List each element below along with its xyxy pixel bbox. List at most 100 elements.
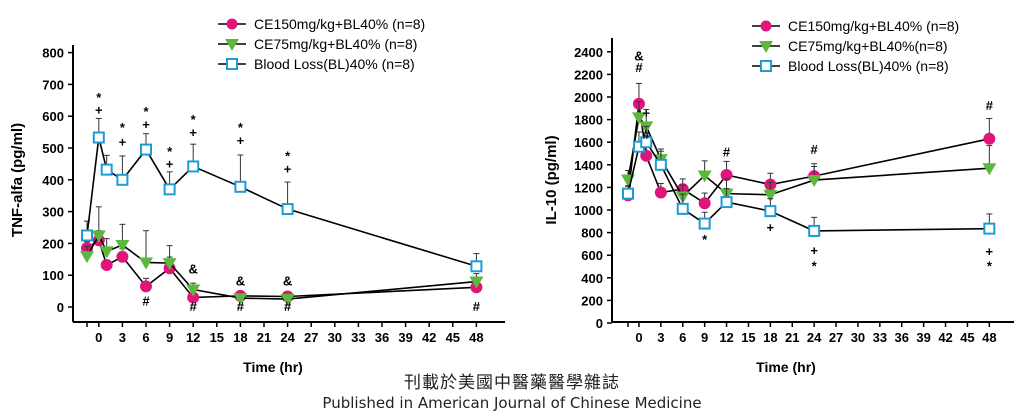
data-point-square — [622, 187, 634, 200]
data-point-circle — [140, 280, 152, 293]
x-tick-label: 18 — [233, 330, 247, 345]
series-1 — [622, 82, 996, 210]
data-point-triangle — [807, 175, 822, 188]
x-tick-label: 39 — [916, 330, 930, 345]
data-point-circle — [698, 197, 711, 210]
data-point-square — [640, 136, 653, 149]
data-point-square — [764, 205, 777, 218]
data-point-square — [720, 196, 733, 209]
data-point-triangle — [763, 189, 778, 202]
data-point-square — [470, 260, 483, 273]
x-tick-label: 48 — [982, 330, 996, 345]
significance-mark: * — [167, 144, 173, 159]
y-tick-label: 1400 — [574, 158, 603, 173]
significance-mark: * — [702, 232, 708, 247]
legend: CE150mg/kg+BL40% (n=8) CE75mg/kg+BL40% (n… — [218, 16, 425, 72]
y-tick-label: 0 — [57, 300, 64, 315]
data-point-square — [187, 160, 200, 173]
x-tick-label: 24 — [807, 330, 822, 345]
y-tick-label: 2200 — [574, 67, 603, 82]
significance-mark: # — [284, 299, 292, 314]
x-tick-label: 9 — [166, 330, 173, 345]
significance-mark: + — [166, 157, 174, 172]
x-tick-label: 45 — [446, 330, 460, 345]
data-point-circle — [654, 186, 667, 199]
y-tick-label: 2000 — [574, 90, 603, 105]
data-point-triangle — [115, 239, 130, 252]
data-point-triangle — [233, 293, 248, 306]
significance-mark: # — [986, 98, 994, 113]
data-point-triangle — [91, 230, 106, 243]
legend-marker-circle — [226, 18, 238, 30]
data-point-circle — [640, 149, 653, 162]
x-tick-label: 3 — [119, 330, 126, 345]
significance-mark: * — [285, 149, 291, 164]
series-1 — [81, 230, 483, 304]
x-tick-label: 9 — [701, 330, 708, 345]
significance-mark: * — [143, 104, 149, 119]
y-tick-label: 200 — [42, 236, 64, 251]
chart-panel-1: 0 3 6 9 12 15 18 21 24 27 30 33 36 39 42 45 480100200300… — [9, 16, 505, 375]
significance-mark: + — [284, 161, 292, 176]
data-point-circle — [116, 250, 129, 263]
significance-mark: & — [283, 273, 292, 288]
y-tick-label: 1200 — [574, 180, 603, 195]
significance-mark: + — [189, 125, 197, 140]
significance-mark: # — [635, 60, 643, 75]
legend-marker-triangle — [759, 41, 773, 53]
data-point-triangle — [162, 258, 177, 271]
y-tick-label: 800 — [581, 226, 603, 241]
legend-marker-square — [226, 58, 238, 70]
significance-mark: * — [238, 120, 244, 135]
legend-label: CE75mg/kg+BL40%(n=8) — [788, 38, 948, 54]
chart-panel-2: 0 3 6 9 12 15 18 21 24 27 30 33 36 39 42 45 480200400600… — [543, 18, 1014, 375]
x-tick-label: 30 — [851, 330, 865, 345]
data-point-circle — [100, 259, 113, 272]
x-axis-title: Time (hr) — [756, 359, 816, 375]
caption-english: Published in American Journal of Chinese… — [322, 394, 702, 412]
legend-label: CE150mg/kg+BL40% (n=8) — [254, 16, 425, 32]
series-2 — [80, 206, 484, 307]
x-tick-label: 33 — [873, 330, 887, 345]
significance-mark: * — [812, 258, 818, 273]
significance-mark: * — [191, 112, 197, 127]
significance-mark: # — [473, 299, 481, 314]
data-point-triangle — [80, 251, 94, 264]
significance-mark: + — [767, 220, 775, 235]
series-3 — [81, 117, 483, 273]
x-tick-label: 18 — [763, 330, 777, 345]
data-point-triangle — [621, 174, 635, 187]
significance-mark: # — [811, 142, 819, 157]
x-tick-label: 48 — [469, 330, 483, 345]
significance-mark: # — [723, 144, 731, 159]
data-point-triangle — [186, 284, 201, 297]
y-tick-label: 200 — [581, 293, 603, 308]
y-tick-label: 100 — [42, 268, 64, 283]
data-point-square — [92, 131, 105, 144]
series-3 — [622, 125, 996, 237]
x-tick-label: 45 — [960, 330, 974, 345]
data-point-triangle — [139, 257, 153, 270]
x-tick-label: 27 — [304, 330, 318, 345]
y-tick-label: 600 — [581, 248, 603, 263]
data-point-triangle — [280, 294, 295, 307]
data-point-square — [116, 173, 129, 186]
data-point-square — [100, 163, 113, 176]
y-tick-label: 1800 — [574, 113, 603, 128]
y-tick-label: 700 — [42, 77, 64, 92]
significance-mark: * — [120, 120, 126, 135]
legend-marker-triangle — [225, 39, 239, 51]
significance-mark: # — [142, 293, 150, 308]
series-line — [86, 233, 477, 300]
data-point-square — [234, 180, 247, 193]
legend: CE150mg/kg+BL40% (n=8) CE75mg/kg+BL40%(n=… — [752, 18, 959, 74]
legend-marker-circle — [760, 20, 772, 32]
significance-mark: * — [96, 90, 102, 105]
y-tick-label: 300 — [42, 205, 64, 220]
x-tick-label: 0 — [635, 330, 642, 345]
data-point-circle — [983, 132, 996, 145]
x-tick-label: 0 — [95, 330, 102, 345]
data-point-square — [140, 143, 152, 156]
data-point-triangle — [99, 246, 114, 259]
